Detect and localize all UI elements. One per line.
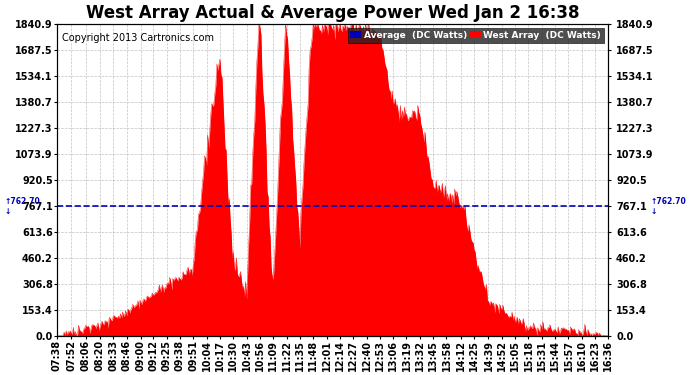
Text: Copyright 2013 Cartronics.com: Copyright 2013 Cartronics.com: [63, 33, 215, 43]
Title: West Array Actual & Average Power Wed Jan 2 16:38: West Array Actual & Average Power Wed Ja…: [86, 4, 580, 22]
Text: ↑762.70
↓: ↑762.70 ↓: [650, 196, 686, 216]
Legend: Average  (DC Watts), West Array  (DC Watts): Average (DC Watts), West Array (DC Watts…: [348, 28, 604, 43]
Text: ↑762.70
↓: ↑762.70 ↓: [4, 196, 40, 216]
